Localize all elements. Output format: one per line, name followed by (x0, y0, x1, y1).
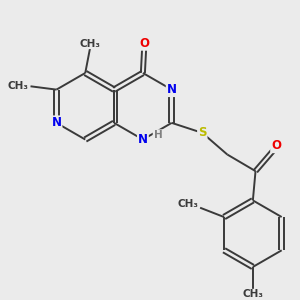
Text: CH₃: CH₃ (80, 39, 101, 49)
Text: S: S (198, 126, 206, 140)
Text: N: N (167, 83, 177, 96)
Text: N: N (138, 133, 148, 146)
Text: N: N (52, 116, 61, 129)
Text: O: O (271, 139, 281, 152)
Text: H: H (154, 130, 162, 140)
Text: CH₃: CH₃ (178, 199, 199, 209)
Text: O: O (139, 37, 149, 50)
Text: CH₃: CH₃ (242, 290, 263, 299)
Text: CH₃: CH₃ (7, 81, 28, 91)
